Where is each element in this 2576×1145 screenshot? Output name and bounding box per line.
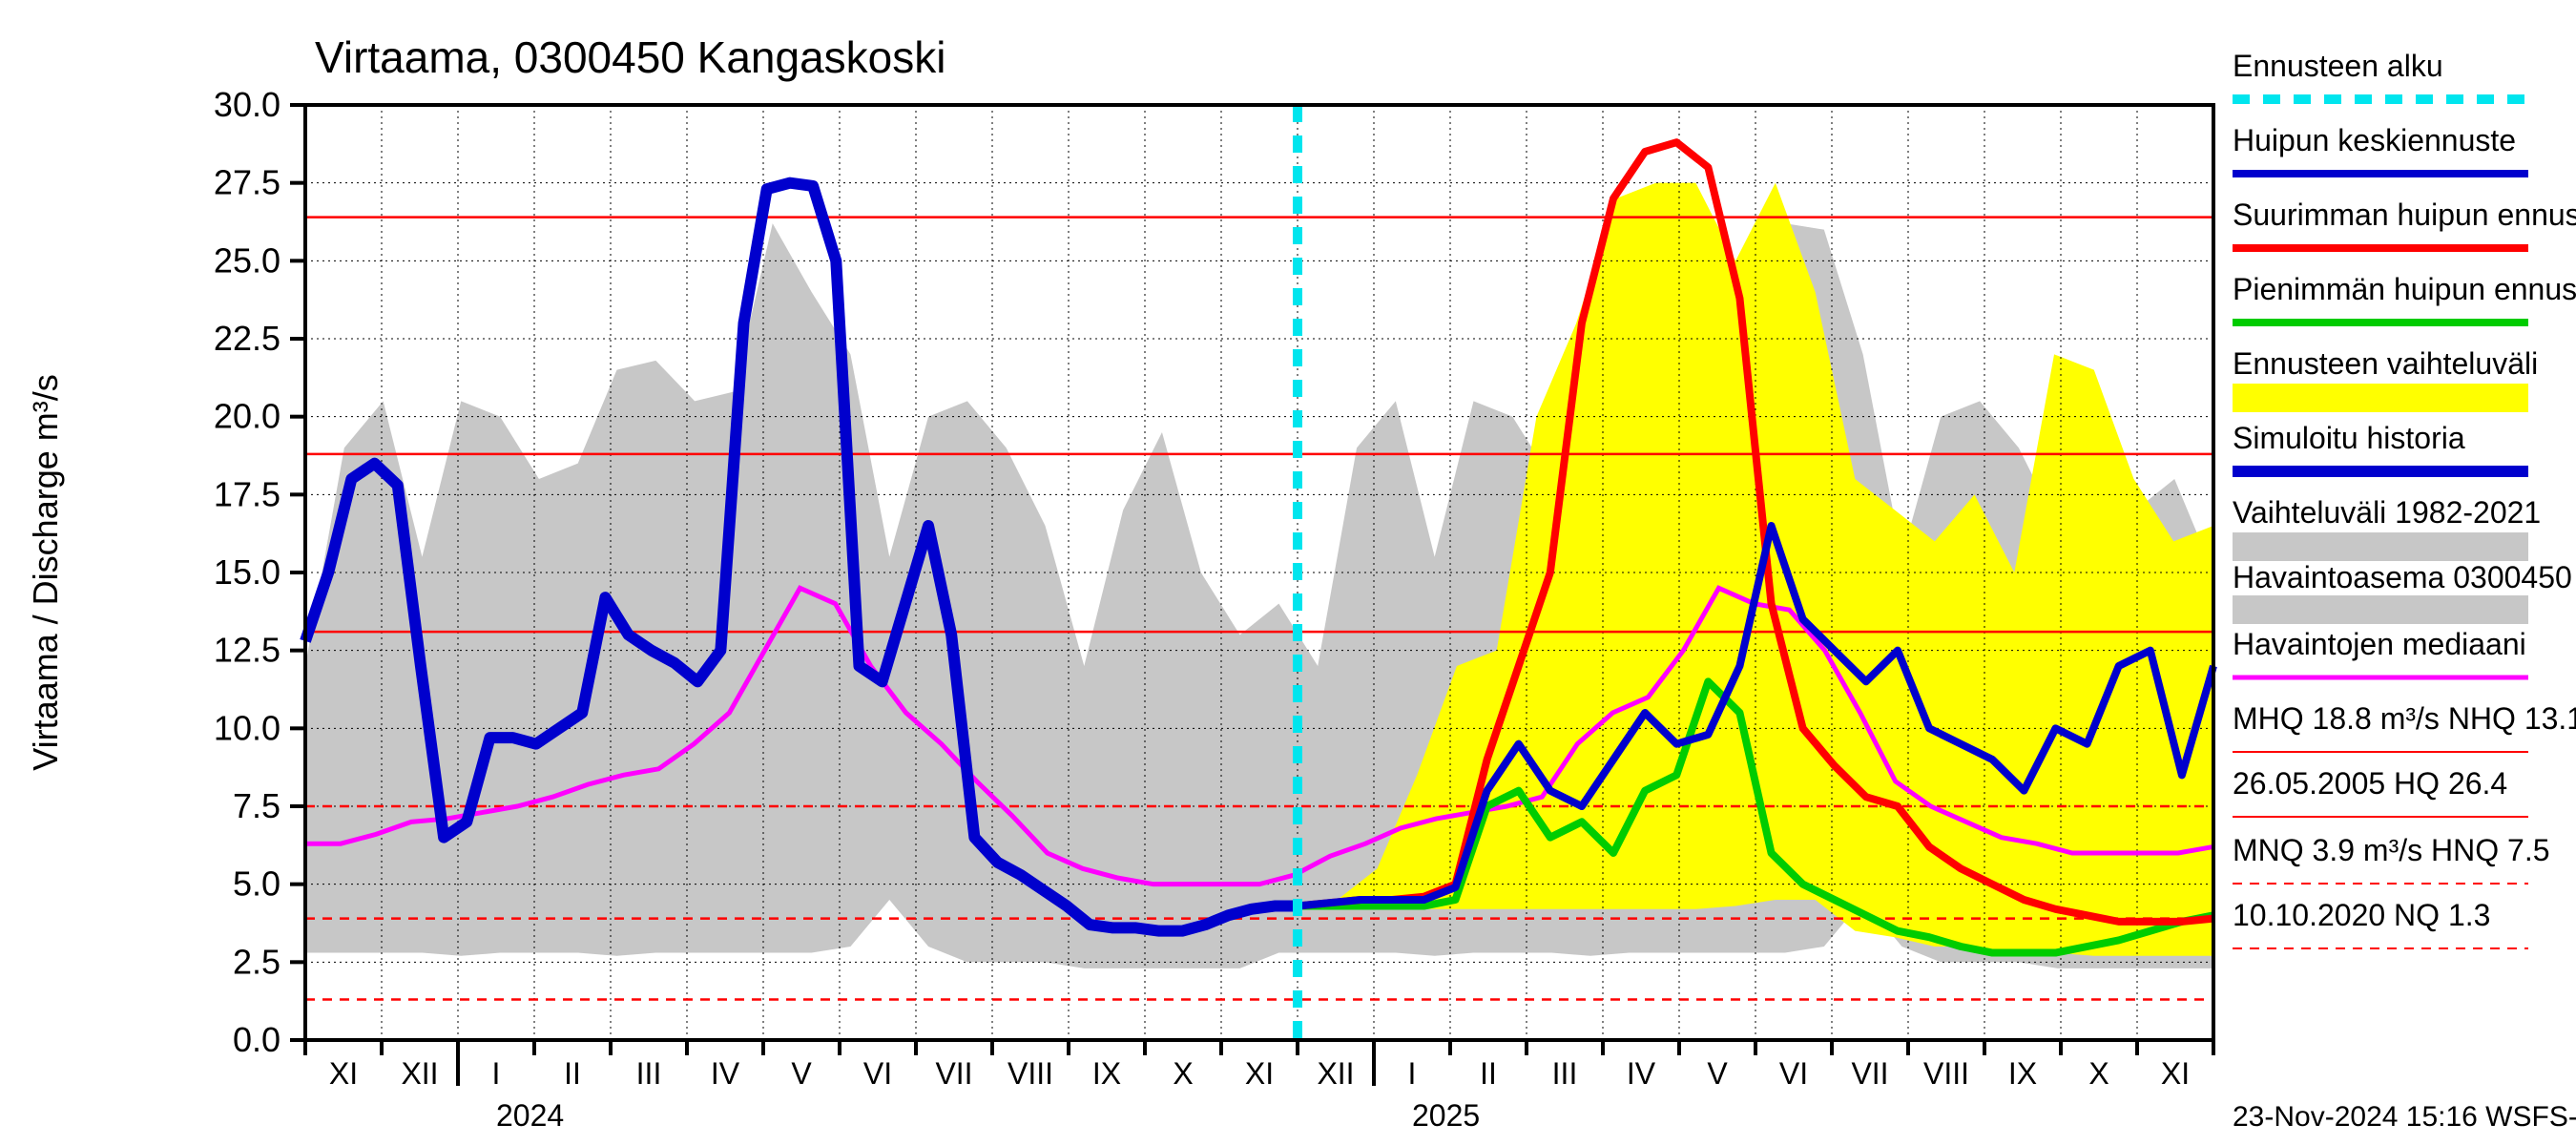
legend-label: MHQ 18.8 m³/s NHQ 13.1 bbox=[2233, 701, 2576, 736]
y-tick-label: 20.0 bbox=[214, 397, 280, 436]
x-month-label: IX bbox=[2008, 1056, 2037, 1091]
legend-label: MNQ 3.9 m³/s HNQ 7.5 bbox=[2233, 833, 2550, 867]
y-tick-label: 0.0 bbox=[233, 1020, 280, 1059]
y-tick-label: 10.0 bbox=[214, 708, 280, 747]
y-tick-label: 15.0 bbox=[214, 552, 280, 592]
x-month-label: XI bbox=[2161, 1056, 2190, 1091]
x-year-label: 2025 bbox=[1412, 1098, 1480, 1133]
y-tick-label: 30.0 bbox=[214, 85, 280, 124]
chart-title: Virtaama, 0300450 Kangaskoski bbox=[315, 32, 945, 82]
x-month-label: IV bbox=[711, 1056, 740, 1091]
x-month-label: VIII bbox=[1923, 1056, 1969, 1091]
legend-label: Havaintoasema 0300450 bbox=[2233, 560, 2572, 594]
x-month-label: II bbox=[564, 1056, 581, 1091]
y-tick-label: 25.0 bbox=[214, 240, 280, 280]
x-month-label: XII bbox=[401, 1056, 438, 1091]
x-month-label: VII bbox=[1851, 1056, 1888, 1091]
legend-label: 10.10.2020 NQ 1.3 bbox=[2233, 898, 2490, 932]
y-tick-label: 2.5 bbox=[233, 942, 280, 981]
x-month-label: XI bbox=[329, 1056, 358, 1091]
y-tick-label: 5.0 bbox=[233, 864, 280, 904]
x-month-label: XI bbox=[1245, 1056, 1274, 1091]
legend-label: Vaihteluväli 1982-2021 bbox=[2233, 495, 2541, 530]
legend-swatch bbox=[2233, 384, 2528, 412]
x-month-label: V bbox=[791, 1056, 812, 1091]
y-tick-label: 12.5 bbox=[214, 631, 280, 670]
discharge-chart: 0.0 2.5 5.0 7.5 10.0 12.5 15.0 17.5 20.0 22.5 25.0… bbox=[0, 0, 2576, 1145]
x-month-label: III bbox=[1552, 1056, 1578, 1091]
y-tick-label: 22.5 bbox=[214, 319, 280, 358]
x-month-label: VI bbox=[1779, 1056, 1808, 1091]
legend-label: Pienimmän huipun ennuste bbox=[2233, 272, 2576, 306]
x-month-label: XII bbox=[1317, 1056, 1354, 1091]
y-tick-label: 17.5 bbox=[214, 474, 280, 513]
x-year-label: 2024 bbox=[496, 1098, 564, 1133]
x-month-label: VIII bbox=[1008, 1056, 1053, 1091]
x-month-label: I bbox=[492, 1056, 501, 1091]
x-month-label: I bbox=[1408, 1056, 1417, 1091]
legend-label: Huipun keskiennuste bbox=[2233, 123, 2516, 157]
legend-label: Simuloitu historia bbox=[2233, 421, 2465, 455]
x-month-label: IX bbox=[1092, 1056, 1121, 1091]
x-month-label: X bbox=[2088, 1056, 2109, 1091]
x-month-label: III bbox=[636, 1056, 662, 1091]
legend-label: Ennusteen alku bbox=[2233, 49, 2443, 83]
y-tick-label: 7.5 bbox=[233, 786, 280, 825]
y-tick-label: 27.5 bbox=[214, 163, 280, 202]
legend-label: Havaintojen mediaani bbox=[2233, 627, 2526, 661]
legend-swatch bbox=[2233, 595, 2528, 624]
x-month-label: V bbox=[1707, 1056, 1728, 1091]
x-month-label: II bbox=[1480, 1056, 1497, 1091]
x-month-label: VII bbox=[935, 1056, 972, 1091]
legend-label: Suurimman huipun ennuste bbox=[2233, 198, 2576, 232]
x-month-label: X bbox=[1173, 1056, 1193, 1091]
x-month-label: IV bbox=[1627, 1056, 1656, 1091]
legend-swatch bbox=[2233, 532, 2528, 561]
legend-label: 26.05.2005 HQ 26.4 bbox=[2233, 766, 2507, 801]
x-month-label: VI bbox=[863, 1056, 892, 1091]
y-axis-label: Virtaama / Discharge m³/s bbox=[26, 374, 65, 770]
legend-label: Ennusteen vaihteluväli bbox=[2233, 346, 2538, 381]
footer-text: 23-Nov-2024 15:16 WSFS-O bbox=[2233, 1101, 2576, 1133]
